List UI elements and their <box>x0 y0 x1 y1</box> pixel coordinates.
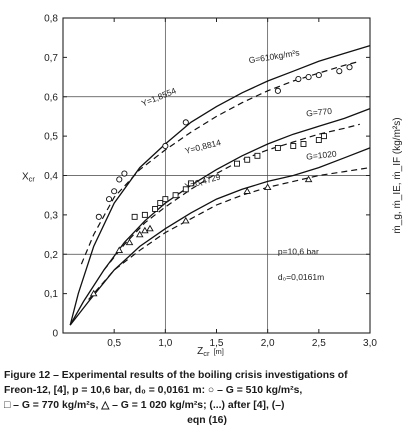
y-tick-label: 0,7 <box>44 53 58 64</box>
x-axis-label-main: Z <box>197 346 203 357</box>
data-point-triangle <box>141 226 149 234</box>
x-tick-label: 1,0 <box>158 338 172 349</box>
curve-label: G=1020 <box>306 149 338 162</box>
data-point-circle <box>346 64 353 71</box>
caption-line-1: Figure 12 – Experimental results of the … <box>4 370 348 381</box>
y-tick-label: 0,2 <box>44 250 58 261</box>
x-tick-label: 1,5 <box>210 338 224 349</box>
data-point-circle <box>336 68 343 75</box>
annotation: Y=0,4729 <box>184 171 222 191</box>
figure-caption: Figure 12 – Experimental results of the … <box>4 368 410 428</box>
data-point-triangle <box>115 246 124 253</box>
annotation: Y=1,8554 <box>140 85 178 108</box>
data-point-square <box>234 160 240 167</box>
right-axis-label: ṁ_g, ṁ_IE, ṁ_IF (kg/m²s) <box>392 117 403 233</box>
data-point-triangle <box>243 187 251 194</box>
data-point-triangle <box>125 238 134 246</box>
data-point-triangle <box>263 183 272 190</box>
annotation: d₀=0,0161m <box>278 272 324 282</box>
x-axis-label-sub: cr <box>203 349 210 358</box>
x-tick-label: 2,5 <box>312 338 326 349</box>
y-tick-label: 0 <box>52 329 58 340</box>
data-point-square <box>141 211 148 218</box>
y-axis-label: Xcr <box>22 172 35 184</box>
data-point-square <box>321 133 327 140</box>
y-tick-label: 0,4 <box>44 171 58 182</box>
solid-curve <box>69 44 371 326</box>
data-point-square <box>315 137 322 144</box>
data-point-triangle <box>89 289 98 297</box>
y-axis-label-main: X <box>22 172 29 183</box>
y-axis-label-sub: cr <box>29 175 36 184</box>
data-point-square <box>162 196 169 203</box>
curve-label: G=610kg/m²s <box>248 47 300 65</box>
data-point-circle <box>116 176 123 183</box>
data-point-square <box>300 141 307 147</box>
annotation: p=10,6 bar <box>278 246 319 256</box>
caption-line-2: Freon-12, [4], p = 10,6 bar, d₀ = 0,0161… <box>4 385 303 396</box>
data-point-circle <box>295 75 302 83</box>
data-point-triangle <box>135 230 144 238</box>
dashed-curve <box>80 60 360 265</box>
caption-line-3: □ – G = 770 kg/m²s, △ – G = 1 020 kg/m²s… <box>4 400 285 411</box>
y-tick-label: 0,6 <box>44 92 58 103</box>
data-point-circle <box>95 213 102 220</box>
data-point-square <box>254 152 261 159</box>
x-tick-label: 2,0 <box>261 338 275 349</box>
data-point-triangle <box>304 175 313 183</box>
data-point-square <box>131 213 138 220</box>
y-tick-label: 0,5 <box>44 132 58 143</box>
data-point-circle <box>162 142 169 150</box>
x-axis-label: Zcr [m] <box>197 346 224 358</box>
data-point-circle <box>106 196 113 203</box>
data-point-square <box>182 186 189 193</box>
data-point-circle <box>121 170 128 177</box>
data-point-circle <box>315 72 322 79</box>
x-axis-label-unit: [m] <box>213 347 223 356</box>
y-tick-label: 0,3 <box>44 210 58 221</box>
data-point-square <box>187 180 194 187</box>
x-tick-label: 0,5 <box>107 338 121 349</box>
data-point-triangle <box>146 224 154 232</box>
data-point-circle <box>111 188 118 195</box>
data-point-circle <box>305 74 312 81</box>
data-point-circle <box>182 119 189 126</box>
data-point-square <box>157 200 164 207</box>
curve-label: G=770 <box>306 106 333 119</box>
solid-curve <box>69 147 371 326</box>
x-tick-label: 3,0 <box>363 338 377 349</box>
data-point-square <box>274 144 281 151</box>
data-point-triangle <box>182 216 190 224</box>
data-point-square <box>172 192 179 199</box>
annotation: Y=0,8814 <box>184 137 222 156</box>
data-point-circle <box>274 87 281 94</box>
y-tick-label: 0,8 <box>44 14 58 25</box>
data-point-square <box>290 143 297 149</box>
data-point-square <box>244 156 251 163</box>
dashed-curve <box>88 167 371 300</box>
data-point-square <box>152 206 159 212</box>
caption-line-4: eqn (16) <box>187 415 227 426</box>
y-tick-label: 0,1 <box>44 289 58 300</box>
